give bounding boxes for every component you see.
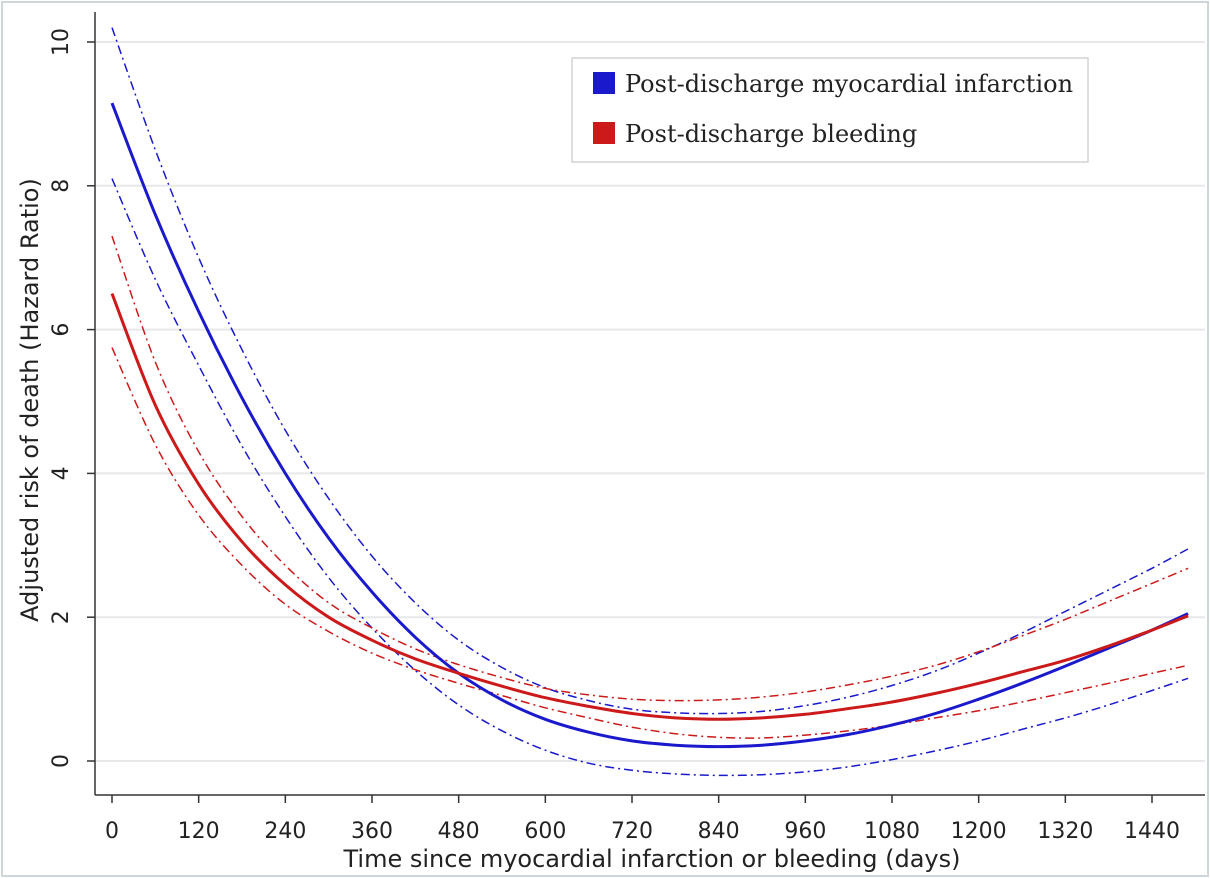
y-tick-label: 6 xyxy=(49,323,74,337)
x-tick-label: 960 xyxy=(784,819,826,844)
y-axis-title: Adjusted risk of death (Hazard Ratio) xyxy=(16,178,44,622)
y-tick-label: 2 xyxy=(49,610,74,624)
series-line-mi xyxy=(110,102,1189,749)
x-tick-label: 840 xyxy=(698,819,740,844)
series-lines xyxy=(110,102,1189,749)
x-tick-label: 1080 xyxy=(864,819,920,844)
y-tick-label: 0 xyxy=(49,754,74,768)
ci-upper-bleeding xyxy=(111,235,1189,702)
x-tick-label: 240 xyxy=(264,819,306,844)
ci-lower-bleeding xyxy=(111,347,1189,739)
confidence-bands xyxy=(111,27,1189,777)
y-tick-label: 4 xyxy=(49,466,74,480)
legend-swatch-bleeding xyxy=(593,122,615,144)
x-tick-label: 360 xyxy=(351,819,393,844)
axes: 0 2 4 6 8 10 0 120 240 360 480 600 720 840 960 1080 1200… xyxy=(49,12,1205,844)
legend-label-bleeding: Post-discharge bleeding xyxy=(625,120,917,148)
x-tick-label: 1200 xyxy=(951,819,1007,844)
series-line-bleeding xyxy=(110,293,1189,721)
legend: Post-discharge myocardial infarction Pos… xyxy=(571,57,1089,163)
legend-label-mi: Post-discharge myocardial infarction xyxy=(625,70,1073,98)
x-tick-label: 120 xyxy=(178,819,220,844)
legend-box xyxy=(571,57,1089,163)
x-tick-label: 1440 xyxy=(1124,819,1180,844)
x-axis-title: Time since myocardial infarction or blee… xyxy=(343,845,961,873)
y-tick-label: 10 xyxy=(49,28,74,56)
x-tick-label: 0 xyxy=(105,819,119,844)
ci-lower-mi xyxy=(111,178,1189,777)
y-tick-label: 8 xyxy=(49,179,74,193)
x-tick-label: 1320 xyxy=(1037,819,1093,844)
x-tick-label: 720 xyxy=(611,819,653,844)
x-tick-label: 480 xyxy=(438,819,480,844)
x-tick-label: 600 xyxy=(524,819,566,844)
ci-upper-mi xyxy=(111,27,1189,715)
legend-swatch-mi xyxy=(593,72,615,94)
